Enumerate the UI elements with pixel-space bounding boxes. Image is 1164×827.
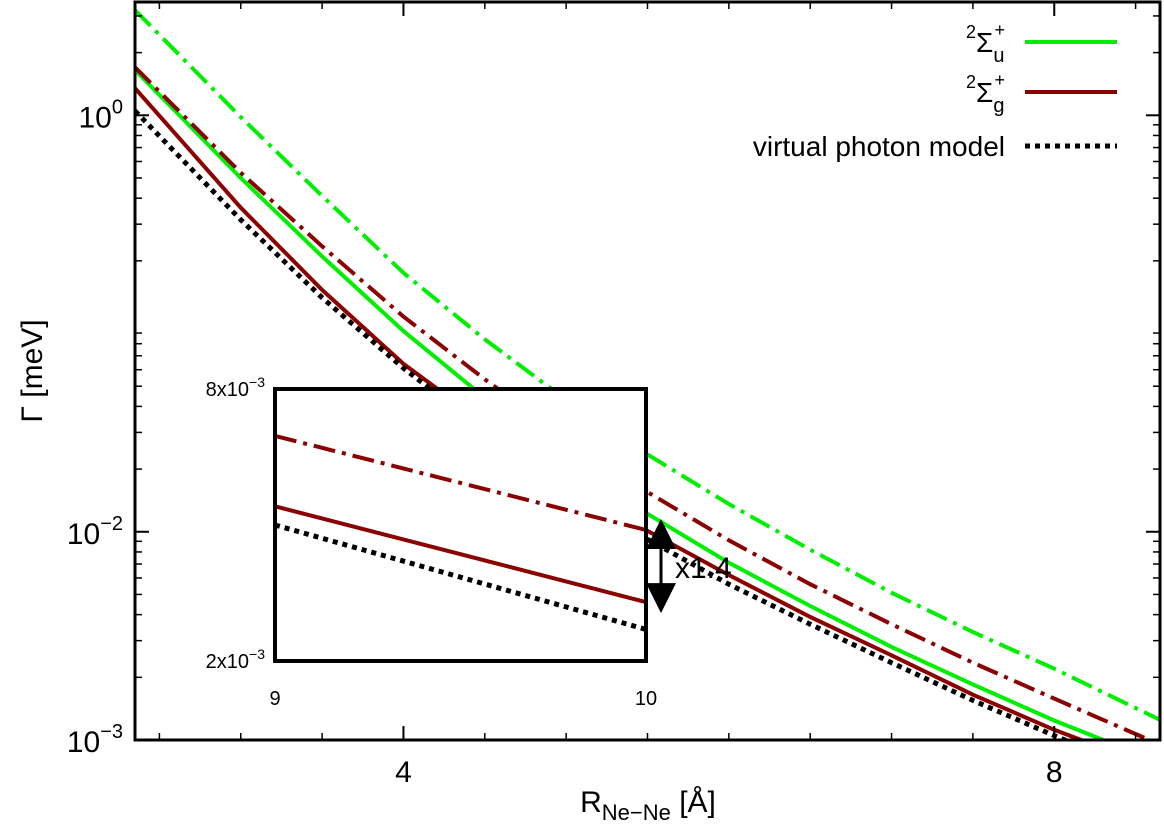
axis-titles: RNe−Ne [Å] Γ [meV] — [16, 319, 716, 825]
inset-background — [275, 389, 646, 661]
inset-y-tick-label: 8x10−3 — [206, 374, 266, 401]
inset-series-line-g-1 — [275, 504, 646, 605]
inset-y-tick-label: 2x10−3 — [206, 646, 266, 673]
x-tick-label: 8 — [1046, 756, 1063, 789]
y-tick-label: 100 — [79, 96, 124, 134]
legend: 2Σu+2Σg+ virtual photon model — [753, 20, 1117, 162]
legend-item-virtual-photon-model: virtual photon model — [753, 131, 1117, 162]
x-axis-title: RNe−Ne [Å] — [580, 786, 716, 825]
legend-label: 2Σu+ — [966, 20, 1005, 67]
inset-annotation: x1.4 — [646, 518, 732, 614]
inset-x-tick-label: 10 — [635, 688, 657, 710]
y-tick-label: 10−3 — [67, 721, 123, 759]
legend-item-g: 2Σg+ — [966, 70, 1117, 117]
inset-x-tick-label: 9 — [269, 688, 280, 710]
y-tick-label: 10−2 — [67, 513, 123, 551]
x-tick-label: 4 — [395, 756, 412, 789]
inset-series-line-virtual-photon-model-2 — [275, 522, 646, 632]
inset-axis-ticks: 9 10 8x10−3 2x10−3 — [206, 374, 657, 710]
inset-series-line-g-dash-dot-0 — [275, 433, 646, 532]
ratio-annotation: x1.4 — [675, 552, 732, 585]
inset-plot-series — [275, 433, 646, 632]
legend-label: virtual photon model — [753, 131, 1005, 162]
legend-label: 2Σg+ — [966, 70, 1005, 117]
y-axis-title: Γ [meV] — [16, 319, 49, 422]
main-axis-ticks: 4 8 100 10−2 10−3 — [67, 2, 1160, 789]
legend-item-u: 2Σu+ — [966, 20, 1117, 67]
series-line-g-dash-dot-3 — [135, 65, 1155, 740]
